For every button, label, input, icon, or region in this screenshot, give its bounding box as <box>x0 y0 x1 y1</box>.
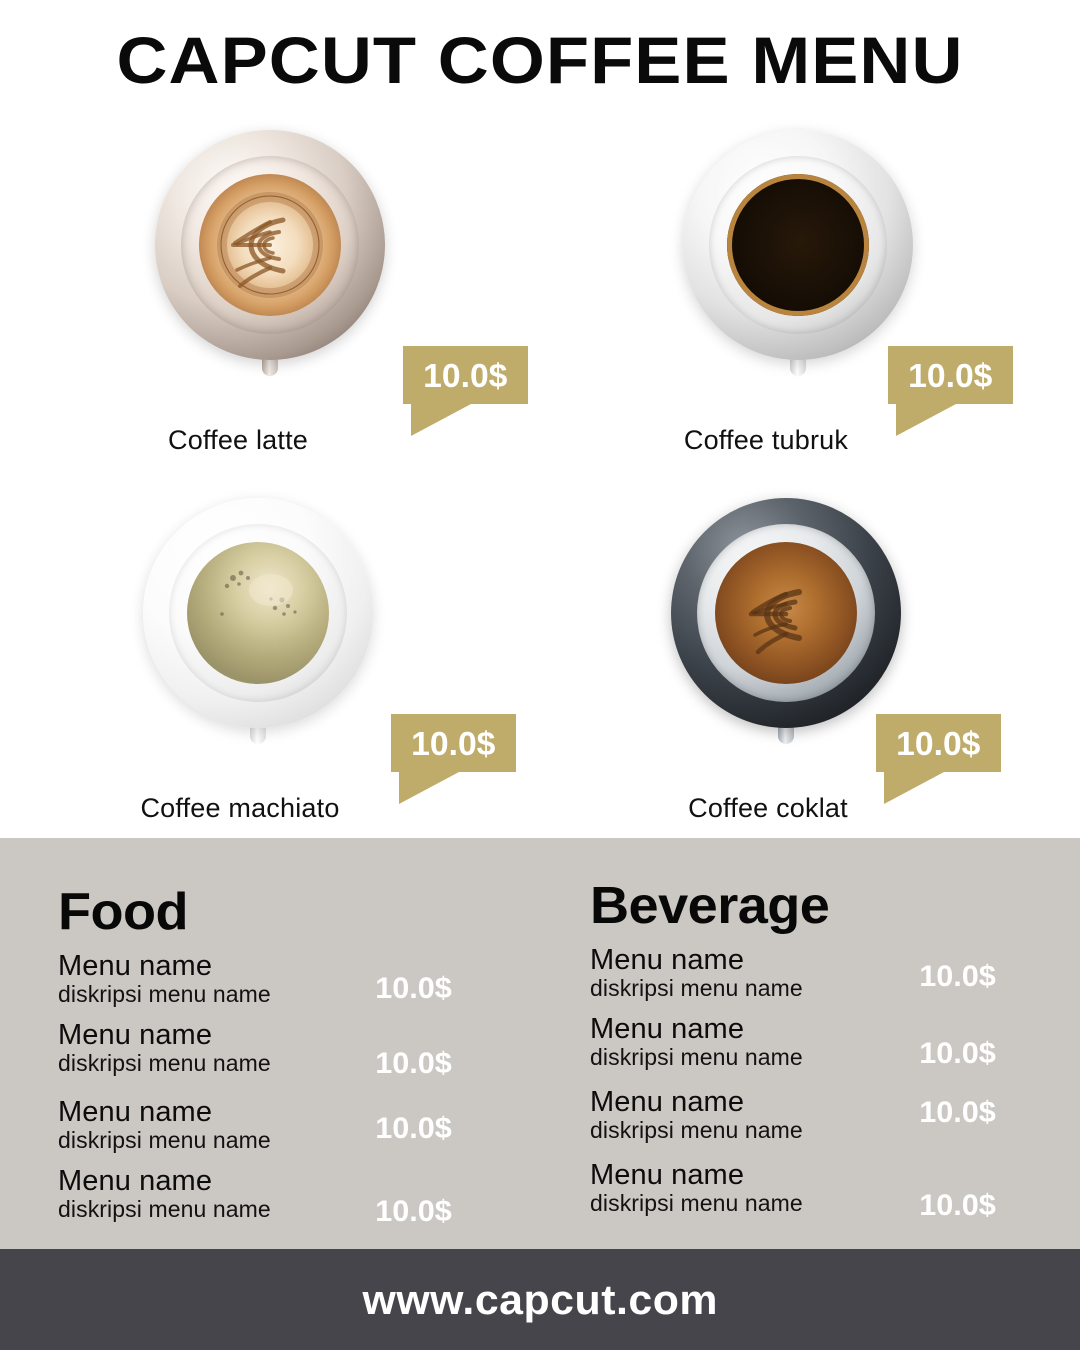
item-name: Menu name <box>58 1096 213 1128</box>
item-name: Menu name <box>590 1013 745 1045</box>
price-badge: 10.0$ <box>888 346 1013 436</box>
beverage-item-list: Menu name diskripsi menu name 10.0$ Menu… <box>590 944 1080 1230</box>
coffee-cup-tubruk-icon <box>683 130 913 376</box>
website-url[interactable]: www.capcut.com <box>362 1275 718 1323</box>
price-amount: 10.0$ <box>896 724 981 762</box>
item-description: diskripsi menu name <box>590 974 803 1001</box>
item-description: diskripsi menu name <box>58 1126 271 1153</box>
item-texts: Menu name diskripsi menu name <box>590 1013 920 1071</box>
item-name: Menu name <box>58 950 213 982</box>
item-description: diskripsi menu name <box>590 1043 803 1070</box>
list-item[interactable]: Menu name diskripsi menu name 10.0$ <box>58 950 545 1021</box>
list-item[interactable]: Menu name diskripsi menu name 10.0$ <box>58 1019 545 1090</box>
food-item-list: Menu name diskripsi menu name 10.0$ Menu… <box>58 950 545 1236</box>
product-card-coffee-latte[interactable]: 10.0$ Coffee latte <box>20 130 528 470</box>
item-name: Menu name <box>58 1165 213 1197</box>
coffee-cup-coklat-icon <box>671 498 901 744</box>
item-name: Menu name <box>590 944 745 976</box>
list-item[interactable]: Menu name diskripsi menu name 10.0$ <box>590 1159 1080 1230</box>
item-texts: Menu name diskripsi menu name <box>58 950 388 1008</box>
cup-liquid <box>199 174 341 316</box>
list-item[interactable]: Menu name diskripsi menu name 10.0$ <box>58 1165 545 1236</box>
price-amount: 10.0$ <box>423 356 508 394</box>
menu-columns: Food Menu name diskripsi menu name 10.0$… <box>0 838 1080 1236</box>
price-badge: 10.0$ <box>403 346 528 436</box>
item-price: 10.0$ <box>375 1112 452 1145</box>
item-name: Menu name <box>590 1159 745 1191</box>
item-texts: Menu name diskripsi menu name <box>58 1019 388 1077</box>
item-description: diskripsi menu name <box>590 1116 803 1143</box>
list-item[interactable]: Menu name diskripsi menu name 10.0$ <box>590 1013 1080 1084</box>
item-price: 10.0$ <box>375 1047 452 1080</box>
item-price: 10.0$ <box>919 1037 996 1070</box>
foam-texture-icon <box>220 570 297 616</box>
section-title-food: Food <box>58 883 189 941</box>
product-card-coffee-machiato[interactable]: 10.0$ Coffee machiato <box>8 498 516 838</box>
latte-art-icon <box>217 192 323 298</box>
item-texts: Menu name diskripsi menu name <box>58 1165 388 1223</box>
list-item[interactable]: Menu name diskripsi menu name 10.0$ <box>590 944 1080 1015</box>
item-name: Menu name <box>590 1086 745 1118</box>
item-texts: Menu name diskripsi menu name <box>590 944 920 1002</box>
item-price: 10.0$ <box>919 1096 996 1129</box>
item-name: Menu name <box>58 1019 213 1051</box>
section-title-beverage: Beverage <box>590 877 830 935</box>
cocoa-art-icon <box>748 589 802 655</box>
item-price: 10.0$ <box>375 972 452 1005</box>
list-item[interactable]: Menu name diskripsi menu name 10.0$ <box>590 1086 1080 1157</box>
menu-lists-panel: Food Menu name diskripsi menu name 10.0$… <box>0 838 1080 1249</box>
beverage-column: Beverage Menu name diskripsi menu name 1… <box>545 838 1080 1236</box>
page-title: CAPCUT COFFEE MENU <box>116 23 964 97</box>
product-card-coffee-tubruk[interactable]: 10.0$ Coffee tubruk <box>548 130 1048 470</box>
cup-liquid <box>187 542 329 684</box>
item-texts: Menu name diskripsi menu name <box>590 1086 920 1144</box>
item-texts: Menu name diskripsi menu name <box>590 1159 920 1217</box>
cup-liquid <box>715 542 857 684</box>
item-description: diskripsi menu name <box>590 1189 803 1216</box>
item-description: diskripsi menu name <box>58 980 271 1007</box>
product-name: Coffee coklat <box>688 793 848 823</box>
product-card-coffee-coklat[interactable]: 10.0$ Coffee coklat <box>536 498 1036 838</box>
footer-bar: www.capcut.com <box>0 1249 1080 1350</box>
list-item[interactable]: Menu name diskripsi menu name 10.0$ <box>58 1096 545 1167</box>
price-badge: 10.0$ <box>391 714 516 804</box>
item-description: diskripsi menu name <box>58 1195 271 1222</box>
price-badge: 10.0$ <box>876 714 1001 804</box>
item-price: 10.0$ <box>375 1195 452 1228</box>
coffee-cup-latte-icon <box>155 130 385 376</box>
item-texts: Menu name diskripsi menu name <box>58 1096 388 1154</box>
product-grid: 10.0$ Coffee latte 10.0$ Coffee tubruk <box>0 130 1080 830</box>
price-amount: 10.0$ <box>908 356 993 394</box>
item-description: diskripsi menu name <box>58 1049 271 1076</box>
coffee-cup-machiato-icon <box>143 498 373 744</box>
product-name: Coffee tubruk <box>683 425 849 455</box>
item-price: 10.0$ <box>919 1189 996 1222</box>
food-column: Food Menu name diskripsi menu name 10.0$… <box>0 838 545 1236</box>
price-amount: 10.0$ <box>411 724 496 762</box>
product-name: Coffee machiato <box>140 793 340 823</box>
product-name: Coffee latte <box>168 425 308 455</box>
item-price: 10.0$ <box>919 960 996 993</box>
cup-liquid <box>727 174 869 316</box>
